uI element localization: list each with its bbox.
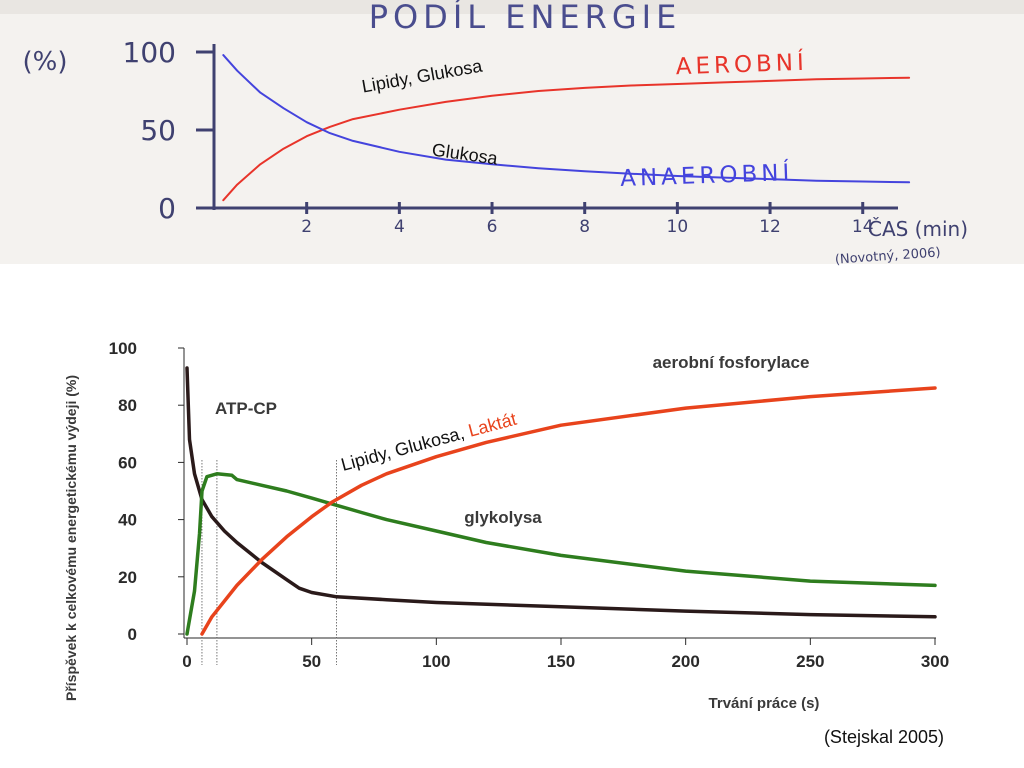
handdrawn-series-label-aerobni: AEROBNÍ <box>675 48 808 81</box>
printed-source: (Stejskal 2005) <box>824 727 944 747</box>
printed-x-tick-label: 150 <box>547 652 575 671</box>
handdrawn-y-tick-label: 0 <box>158 192 176 225</box>
handdrawn-series-anaerobni <box>222 54 911 184</box>
paper-background <box>0 0 1024 264</box>
handdrawn-x-tick-label: 2 <box>301 217 312 237</box>
handdrawn-series <box>222 54 911 202</box>
printed-x-tick-label: 300 <box>921 652 949 671</box>
handdrawn-title: PODÍL ENERGIE <box>369 0 682 36</box>
handdrawn-x-tick-label: 12 <box>759 217 781 237</box>
handdrawn-y-tick-label: 100 <box>123 36 176 69</box>
printed-x-tick-label: 200 <box>671 652 699 671</box>
printed-x-label: Trvání práce (s) <box>709 695 820 712</box>
handdrawn-x-tick-label: 6 <box>487 217 498 237</box>
printed-x-tick-label: 50 <box>302 652 321 671</box>
printed-y-tick-label: 80 <box>118 396 137 415</box>
printed-y-tick-label: 40 <box>118 511 137 530</box>
printed-y-tick-label: 20 <box>118 568 137 587</box>
handdrawn-x-tick-label: 8 <box>579 217 590 237</box>
handdrawn-x-tick-label: 14 <box>852 217 874 237</box>
printed-y-tick-label: 60 <box>118 453 137 472</box>
printed-x-ticks: 0 50 100 150 200 250 300 <box>182 638 949 671</box>
printed-y-ticks: 0 20 40 60 80 100 <box>109 339 184 644</box>
label-aerobni-fosforylace: aerobní fosforylace <box>653 353 810 372</box>
printed-x-tick-label: 0 <box>182 652 191 671</box>
handdrawn-x-tick-label: 10 <box>667 217 689 237</box>
handdrawn-x-tick-label: 4 <box>394 217 405 237</box>
printed-series-atp-cp <box>185 366 937 619</box>
handdrawn-chart: PODÍL ENERGIE (%) 0 50 100 2 4 6 8 10 12 14 AERO… <box>0 0 1024 268</box>
handdrawn-x-ticks: 2 4 6 8 10 12 14 <box>301 202 874 237</box>
handdrawn-x-label: ČAS (min) <box>868 217 968 241</box>
handdrawn-series-aerobni <box>222 76 911 202</box>
printed-x-tick-label: 250 <box>796 652 824 671</box>
paper-top-strip <box>0 0 1024 14</box>
printed-chart: Příspěvek k celkovému energetickému výde… <box>63 339 949 747</box>
label-atp-cp: ATP-CP <box>215 399 277 418</box>
printed-reference-lines <box>201 460 338 665</box>
label-glykolysa: glykolysa <box>464 508 542 527</box>
printed-y-tick-label: 0 <box>128 625 137 644</box>
printed-y-label: Příspěvek k celkovému energetickému výde… <box>63 375 79 701</box>
printed-y-tick-label: 100 <box>109 339 137 358</box>
handdrawn-y-tick-label: 50 <box>140 114 176 147</box>
printed-series-aerobni-fosforylace <box>200 386 937 636</box>
handdrawn-y-label: (%) <box>23 47 68 77</box>
handdrawn-source: (Novotný, 2006) <box>834 245 941 267</box>
printed-x-tick-label: 100 <box>422 652 450 671</box>
printed-series-glykolysa <box>185 472 937 636</box>
printed-series <box>185 366 937 636</box>
